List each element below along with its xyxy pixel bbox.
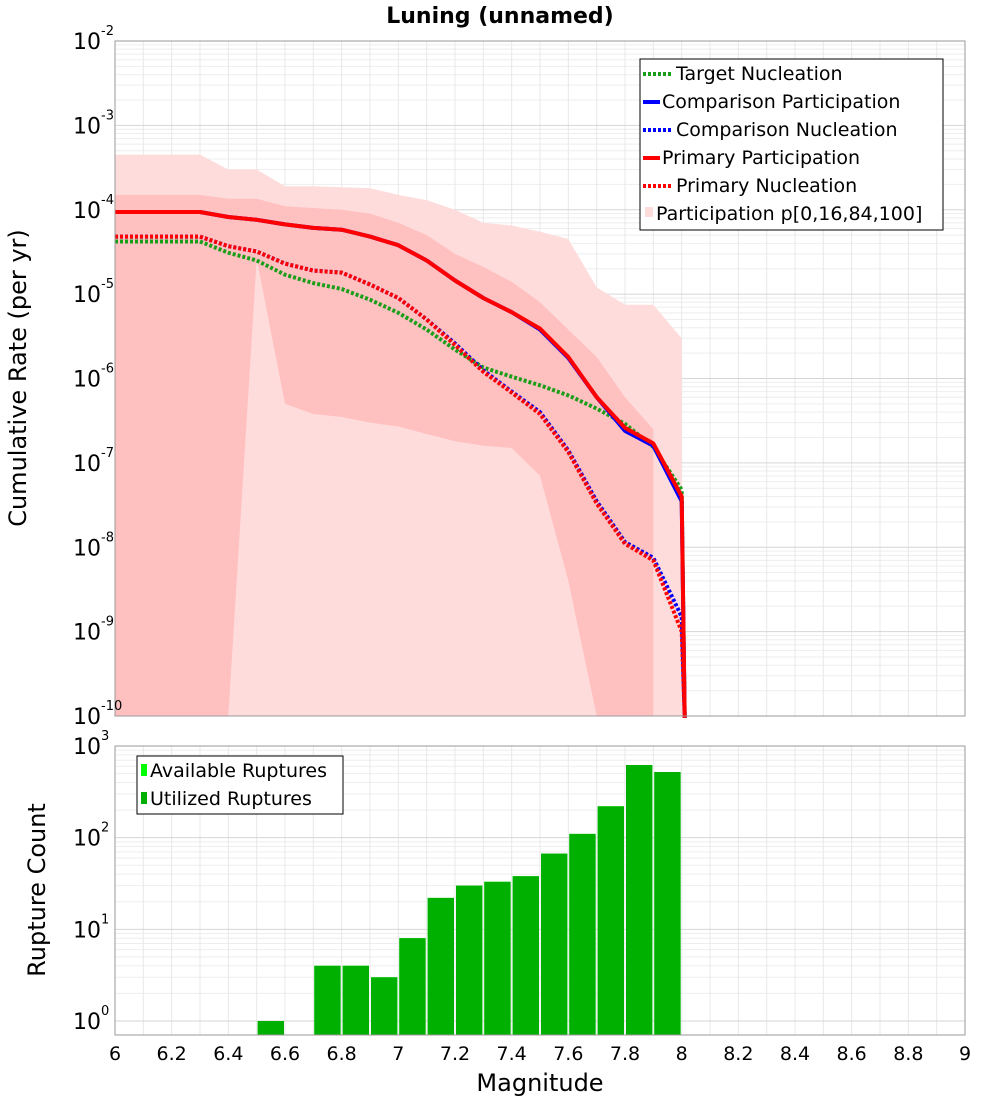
x-tick-label: 8.2 [723, 1043, 753, 1065]
rate-plot-bands [115, 154, 682, 717]
x-tick-label: 7.6 [553, 1043, 583, 1065]
rate-plot-frame [114, 40, 966, 717]
legend-available-ruptures: Available Ruptures [150, 760, 327, 782]
rupture-plot-y-axis-label: Rupture Count [23, 803, 51, 977]
rupture-plot-x-ticks: 6 6.2 6.4 6.6 6.8 7 7.2 7.4 7.6 7.8 8 8.2 8.4 8.6 8.8 9 [109, 1043, 971, 1065]
legend-comparison-participation: Comparison Participation [662, 91, 900, 113]
legend-utilized-ruptures-swatch [141, 792, 147, 804]
legend-primary-participation: Primary Participation [662, 147, 860, 169]
legend-comparison-nucleation: Comparison Nucleation [676, 119, 898, 141]
x-tick-label: 8.8 [893, 1043, 923, 1065]
legend-available-ruptures-swatch [141, 764, 147, 776]
rupture-plot-legend-box [136, 755, 344, 815]
bar-utilized-ruptures [626, 765, 653, 1035]
y-tick-label: 10-5 [73, 277, 114, 308]
y-tick-label: 103 [73, 729, 109, 760]
bar-utilized-ruptures [512, 876, 539, 1035]
y-tick-label: 10-4 [73, 193, 114, 224]
legend-target-nucleation: Target Nucleation [675, 63, 843, 85]
y-tick-label: 102 [73, 821, 109, 852]
rupture-count-plot: 100 101 102 103 6 6.2 6.4 6.6 6.8 7 7.2 7.4 7.6 7.8 8… [23, 729, 971, 1097]
bar-utilized-ruptures [427, 897, 454, 1035]
series-primary-nucleation [115, 234, 687, 719]
series-target-nucleation [115, 239, 687, 719]
y-tick-label: 10-3 [73, 108, 114, 139]
x-tick-label: 7.2 [440, 1043, 470, 1065]
x-tick-label: 7 [392, 1043, 404, 1065]
bar-utilized-ruptures [484, 881, 511, 1035]
series-primary-participation [115, 210, 687, 719]
bar-utilized-ruptures [456, 885, 483, 1035]
x-tick-label: 7.8 [610, 1043, 640, 1065]
y-tick-label: 10-6 [73, 362, 114, 393]
bar-utilized-ruptures [257, 1021, 284, 1035]
bar-utilized-ruptures [342, 965, 369, 1035]
rate-plot-legend-box [639, 58, 944, 231]
x-tick-label: 8 [676, 1043, 688, 1065]
band-0-100 [115, 154, 682, 717]
rupture-plot-y-ticks: 100 101 102 103 [73, 729, 109, 1035]
rupture-plot-bars [257, 765, 681, 1035]
x-tick-label: 8.4 [780, 1043, 810, 1065]
legend-utilized-ruptures: Utilized Ruptures [150, 788, 312, 810]
bar-utilized-ruptures [569, 833, 596, 1035]
legend-participation-band: Participation p[0,16,84,100] [656, 203, 922, 225]
bar-utilized-ruptures [597, 806, 624, 1035]
y-tick-label: 101 [73, 912, 109, 943]
x-tick-label: 6.8 [327, 1043, 357, 1065]
x-tick-label: 9 [959, 1043, 971, 1065]
rupture-plot-frame [114, 745, 966, 1036]
bar-utilized-ruptures [314, 965, 341, 1035]
bar-utilized-ruptures [541, 853, 568, 1035]
x-tick-label: 8.6 [837, 1043, 867, 1065]
x-tick-label: 7.4 [497, 1043, 527, 1065]
x-tick-label: 6.4 [213, 1043, 243, 1065]
y-tick-label: 10-8 [73, 530, 114, 561]
y-tick-label: 10-7 [73, 446, 114, 477]
rate-plot-lines [115, 210, 687, 719]
rupture-plot-legend: Available Ruptures Utilized Ruptures [136, 755, 344, 815]
x-tick-label: 6.2 [157, 1043, 187, 1065]
y-tick-label: 10-2 [73, 24, 114, 55]
rate-plot-legend: Target Nucleation Comparison Participati… [639, 58, 944, 231]
chart-title: Luning (unnamed) [386, 4, 614, 29]
legend-primary-nucleation: Primary Nucleation [676, 175, 857, 197]
bar-utilized-ruptures [371, 977, 398, 1035]
y-tick-label: 100 [73, 1004, 109, 1035]
legend-participation-band-swatch [645, 207, 653, 217]
x-axis-label: Magnitude [476, 1069, 603, 1097]
rate-plot-y-axis-label: Cumulative Rate (per yr) [4, 229, 32, 527]
x-tick-label: 6.6 [270, 1043, 300, 1065]
x-tick-label: 6 [109, 1043, 121, 1065]
y-tick-label: 10-9 [73, 615, 114, 646]
band-16-84 [115, 194, 654, 716]
bar-utilized-ruptures [654, 772, 681, 1035]
bar-utilized-ruptures [399, 938, 426, 1035]
